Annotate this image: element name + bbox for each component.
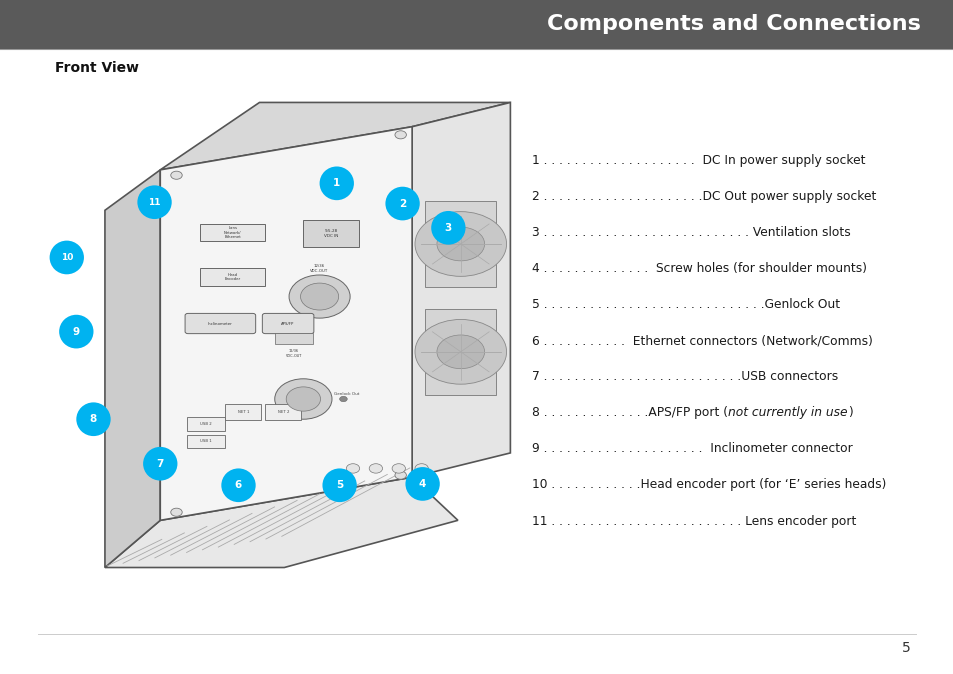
Text: 6 . . . . . . . . . . .  Ethernet connectors (Network/Comms): 6 . . . . . . . . . . . Ethernet connect… xyxy=(532,334,872,347)
Text: 9 . . . . . . . . . . . . . . . . . . . . .  Inclinometer connector: 9 . . . . . . . . . . . . . . . . . . . … xyxy=(532,442,852,456)
FancyBboxPatch shape xyxy=(265,404,301,420)
Text: 12/36
VDC-OUT: 12/36 VDC-OUT xyxy=(285,349,302,358)
Text: 10 . . . . . . . . . . . .Head encoder port (for ‘E’ series heads): 10 . . . . . . . . . . . .Head encoder p… xyxy=(532,479,885,491)
Circle shape xyxy=(415,464,428,473)
Ellipse shape xyxy=(221,468,255,502)
Circle shape xyxy=(300,283,338,310)
Polygon shape xyxy=(105,170,160,568)
Ellipse shape xyxy=(76,402,111,436)
Polygon shape xyxy=(412,102,510,477)
Circle shape xyxy=(171,508,182,516)
Text: Front View: Front View xyxy=(55,61,139,75)
Circle shape xyxy=(289,275,350,318)
Text: 3: 3 xyxy=(444,223,452,233)
Circle shape xyxy=(395,131,406,139)
Circle shape xyxy=(395,471,406,479)
Text: 1: 1 xyxy=(333,179,340,188)
FancyBboxPatch shape xyxy=(187,435,225,448)
Text: USB 1: USB 1 xyxy=(200,439,212,443)
FancyBboxPatch shape xyxy=(425,309,496,395)
Text: Inclinometer: Inclinometer xyxy=(208,321,233,326)
Text: Components and Connections: Components and Connections xyxy=(546,14,920,34)
Ellipse shape xyxy=(59,315,93,348)
Text: 3 . . . . . . . . . . . . . . . . . . . . . . . . . . . Ventilation slots: 3 . . . . . . . . . . . . . . . . . . . … xyxy=(532,226,850,239)
Text: 10: 10 xyxy=(61,253,72,262)
Bar xyxy=(274,333,313,344)
Circle shape xyxy=(415,212,506,276)
Text: ): ) xyxy=(847,406,852,419)
Circle shape xyxy=(339,396,347,402)
Text: 9.5-28
VDC IN: 9.5-28 VDC IN xyxy=(324,229,337,237)
Text: not currently in use: not currently in use xyxy=(727,406,847,419)
Bar xyxy=(0,0,953,49)
Polygon shape xyxy=(105,477,457,568)
Text: 9: 9 xyxy=(72,327,80,336)
Circle shape xyxy=(415,319,506,384)
FancyBboxPatch shape xyxy=(185,313,255,334)
Ellipse shape xyxy=(385,187,419,220)
Text: 7: 7 xyxy=(156,459,164,468)
Bar xyxy=(200,224,265,241)
Text: 4: 4 xyxy=(418,479,426,489)
FancyBboxPatch shape xyxy=(262,313,314,334)
Circle shape xyxy=(436,227,484,261)
Text: APS/FP: APS/FP xyxy=(281,321,294,326)
Text: 4 . . . . . . . . . . . . . .  Screw holes (for shoulder mounts): 4 . . . . . . . . . . . . . . Screw hole… xyxy=(532,262,866,275)
Ellipse shape xyxy=(431,211,465,245)
Text: 1 . . . . . . . . . . . . . . . . . . . .  DC In power supply socket: 1 . . . . . . . . . . . . . . . . . . . … xyxy=(532,154,865,167)
Circle shape xyxy=(171,171,182,179)
Text: 12/36
VDC-OUT: 12/36 VDC-OUT xyxy=(310,264,329,273)
Text: Lans
Network/
Ethernet: Lans Network/ Ethernet xyxy=(224,226,241,239)
Text: 5: 5 xyxy=(335,481,343,490)
Ellipse shape xyxy=(319,166,354,200)
Text: NET 2: NET 2 xyxy=(277,410,289,414)
Circle shape xyxy=(346,464,359,473)
Circle shape xyxy=(286,387,320,411)
Text: NET 1: NET 1 xyxy=(237,410,249,414)
Circle shape xyxy=(436,335,484,369)
Ellipse shape xyxy=(137,185,172,219)
Ellipse shape xyxy=(143,447,177,481)
FancyBboxPatch shape xyxy=(225,404,261,420)
Ellipse shape xyxy=(405,467,439,501)
Circle shape xyxy=(369,464,382,473)
Ellipse shape xyxy=(50,241,84,274)
Polygon shape xyxy=(160,127,412,520)
Text: 11 . . . . . . . . . . . . . . . . . . . . . . . . . Lens encoder port: 11 . . . . . . . . . . . . . . . . . . .… xyxy=(532,514,856,528)
Text: 8: 8 xyxy=(90,415,97,424)
Circle shape xyxy=(274,379,332,419)
Text: USB 2: USB 2 xyxy=(200,422,212,426)
Circle shape xyxy=(392,464,405,473)
Bar xyxy=(303,220,358,247)
Text: 6: 6 xyxy=(234,481,242,490)
Text: 5 . . . . . . . . . . . . . . . . . . . . . . . . . . . . .Genlock Out: 5 . . . . . . . . . . . . . . . . . . . … xyxy=(532,298,840,311)
Ellipse shape xyxy=(322,468,356,502)
Bar xyxy=(200,268,265,286)
Text: 5: 5 xyxy=(902,642,910,655)
Text: Head
Encoder: Head Encoder xyxy=(225,273,240,281)
Text: 2 . . . . . . . . . . . . . . . . . . . . .DC Out power supply socket: 2 . . . . . . . . . . . . . . . . . . . … xyxy=(532,190,876,203)
Text: 7 . . . . . . . . . . . . . . . . . . . . . . . . . .USB connectors: 7 . . . . . . . . . . . . . . . . . . . … xyxy=(532,370,838,384)
Polygon shape xyxy=(160,102,510,170)
FancyBboxPatch shape xyxy=(425,201,496,287)
Text: 2: 2 xyxy=(398,199,406,208)
FancyBboxPatch shape xyxy=(187,417,225,431)
Text: 11: 11 xyxy=(148,197,161,207)
Text: Genlock Out: Genlock Out xyxy=(334,392,359,396)
Text: 8 . . . . . . . . . . . . . .APS/FP port (: 8 . . . . . . . . . . . . . .APS/FP port… xyxy=(532,406,727,419)
